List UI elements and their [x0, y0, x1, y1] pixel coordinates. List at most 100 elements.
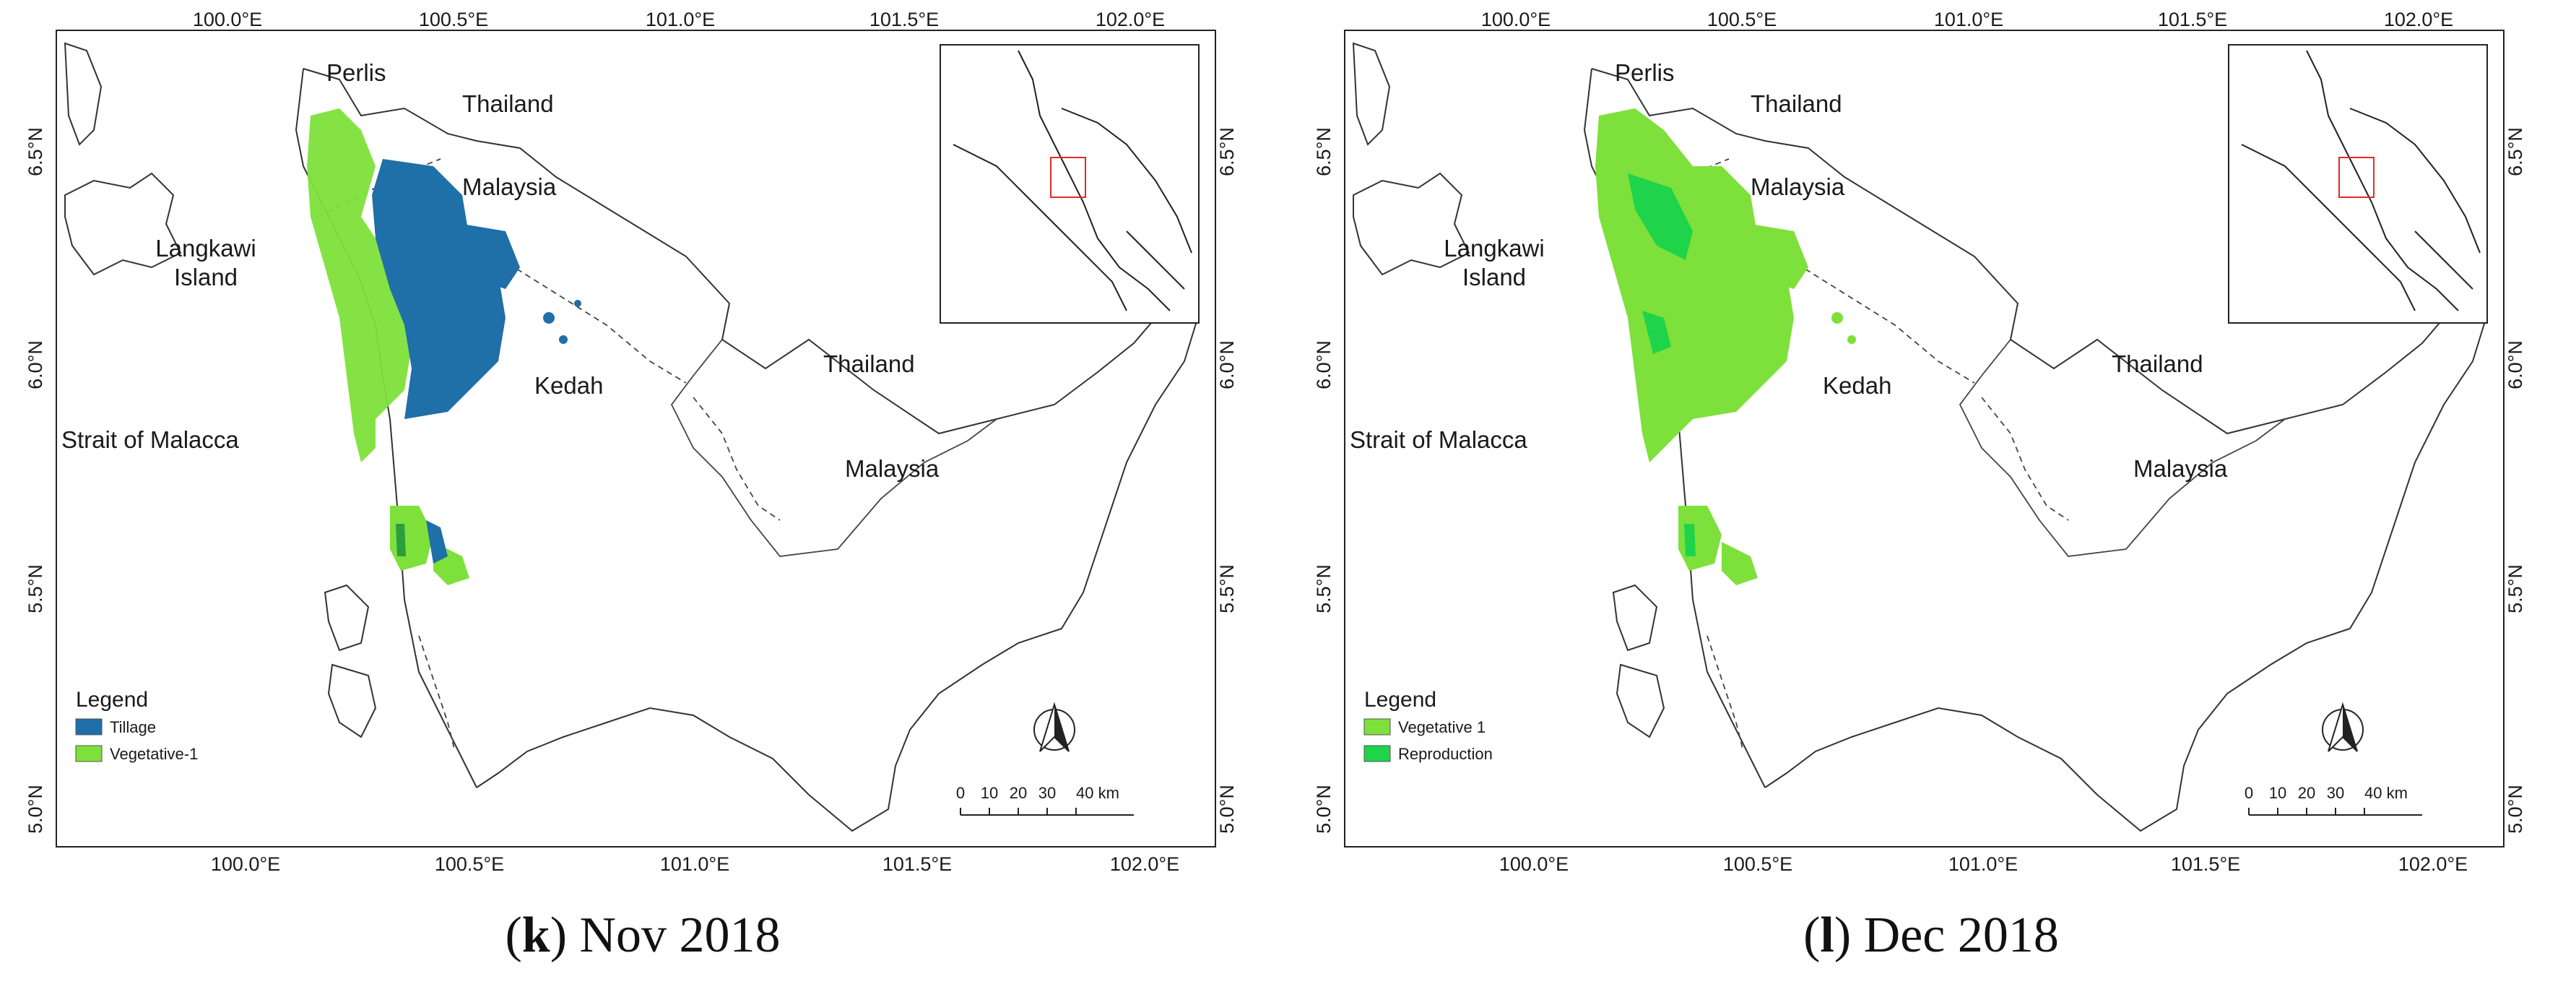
lat-tick-right: 5.5°N [1216, 564, 1238, 613]
scale-label: 40 km [2364, 784, 2408, 802]
lat-tick-right: 6.0°N [2505, 340, 2526, 389]
inset-locator-map [940, 44, 1200, 324]
lat-tick-right: 5.0°N [2505, 785, 2526, 834]
lon-tick-bottom: 101.5°E [2171, 853, 2240, 875]
scale-label: 20 [2298, 784, 2315, 802]
legend-label: Vegetative-1 [110, 745, 198, 763]
lat-tick-left: 5.0°N [1313, 785, 1335, 834]
islet [1352, 42, 1391, 146]
inset-extent-box [1050, 157, 1086, 198]
lon-tick-bottom: 102.0°E [1110, 853, 1179, 875]
lon-ticks-top: 100.0°E 100.5°E 101.0°E 101.5°E 102.0°E [1481, 9, 2453, 30]
islet [1612, 584, 1658, 652]
lat-tick-left: 5.0°N [25, 785, 46, 834]
map-canvas: 100.0°E 100.5°E 101.0°E 101.5°E 102.0°E … [25, 9, 1238, 875]
islet [324, 584, 370, 652]
lat-tick-left: 6.5°N [25, 127, 46, 176]
legend-label: Reproduction [1398, 745, 1493, 763]
legend-swatch-reproduction [1363, 745, 1391, 762]
class-area-reproduction [1628, 173, 1696, 556]
scale-label: 10 [981, 784, 998, 802]
lat-tick-left: 6.0°N [1313, 340, 1335, 389]
lon-tick-bottom: 100.0°E [211, 853, 280, 875]
label-thailand-east: Thailand [823, 350, 915, 377]
legend-swatch-vegetative [75, 745, 103, 762]
inset-extent-box [2338, 157, 2375, 198]
scale-label: 10 [2269, 784, 2286, 802]
caption-letter: l [1820, 907, 1834, 963]
label-strait: Strait of Malacca [61, 426, 239, 453]
scale-label: 0 [956, 784, 965, 802]
legend-title: Legend [1364, 688, 1436, 712]
panel-caption: (l) Dec 2018 [1803, 907, 2059, 963]
lon-tick-bottom: 100.0°E [1499, 853, 1569, 875]
label-perlis: Perlis [326, 59, 386, 86]
legend-title: Legend [76, 688, 148, 712]
label-malaysia-east: Malaysia [2133, 455, 2228, 482]
lon-tick-top: 102.0°E [2384, 9, 2453, 30]
border-thai [1959, 339, 2286, 557]
legend-label: Tillage [110, 718, 156, 736]
coastline [1591, 68, 2489, 832]
map-frame [1344, 30, 2505, 847]
lat-tick-left: 6.5°N [1313, 127, 1335, 176]
lat-ticks-left: 6.5°N 6.0°N 5.5°N 5.0°N [1313, 127, 1335, 834]
state-boundary [317, 158, 781, 752]
caption-text: ) Dec 2018 [1834, 907, 2059, 963]
scale-label: 0 [2245, 784, 2253, 802]
label-langkawi: Langkawi [155, 235, 256, 262]
lon-ticks-bottom: 100.0°E 100.5°E 101.0°E 101.5°E 102.0°E [211, 853, 1179, 875]
lat-ticks-left: 6.5°N 6.0°N 5.5°N 5.0°N [25, 127, 46, 834]
caption-letter: k [521, 907, 550, 963]
lat-tick-right: 5.0°N [1216, 785, 1238, 834]
lon-ticks-top: 100.0°E 100.5°E 101.0°E 101.5°E 102.0°E [193, 9, 1165, 30]
label-malaysia-north: Malaysia [1751, 173, 1845, 200]
lat-tick-right: 6.5°N [2505, 127, 2526, 176]
lon-tick-bottom: 102.0°E [2398, 853, 2468, 875]
label-strait: Strait of Malacca [1350, 426, 1527, 453]
lat-tick-left: 5.5°N [25, 564, 46, 613]
inset-locator-map [2228, 44, 2488, 324]
panel-caption: (k) Nov 2018 [505, 907, 781, 963]
caption-text: ) Nov 2018 [550, 907, 781, 963]
label-island: Island [1462, 264, 1526, 290]
lon-tick-top: 101.0°E [1934, 9, 2003, 30]
scale-bar: 0 10 20 30 40 km [2245, 784, 2422, 816]
lon-tick-top: 100.5°E [419, 9, 488, 30]
lon-tick-top: 100.0°E [1481, 9, 1551, 30]
lon-tick-bottom: 100.5°E [1723, 853, 1792, 875]
label-kedah: Kedah [534, 372, 603, 399]
lon-tick-top: 101.0°E [646, 9, 715, 30]
lat-tick-right: 6.5°N [1216, 127, 1238, 176]
islet [1616, 663, 1665, 738]
lon-tick-top: 100.0°E [193, 9, 262, 30]
map-frame [56, 30, 1216, 847]
label-thailand-north: Thailand [1751, 90, 1842, 117]
label-island: Island [174, 264, 238, 290]
lon-tick-top: 100.5°E [1707, 9, 1777, 30]
label-langkawi: Langkawi [1444, 235, 1544, 262]
border-thai [670, 339, 997, 557]
label-malaysia-east: Malaysia [845, 455, 940, 482]
scale-label: 30 [2327, 784, 2344, 802]
lat-tick-left: 5.5°N [1313, 564, 1335, 613]
scale-label: 20 [1010, 784, 1027, 802]
langkawi-island [1353, 172, 1470, 276]
scale-label: 30 [1038, 784, 1056, 802]
label-perlis: Perlis [1615, 59, 1675, 86]
label-kedah: Kedah [1823, 372, 1891, 399]
map-canvas: 100.0°E 100.5°E 101.0°E 101.5°E 102.0°E … [1313, 9, 2526, 875]
north-arrow-icon [2322, 702, 2364, 752]
map-panel-k: 100.0°E 100.5°E 101.0°E 101.5°E 102.0°E … [25, 9, 1238, 963]
class-area-tillage [372, 159, 581, 564]
lon-ticks-bottom: 100.0°E 100.5°E 101.0°E 101.5°E 102.0°E [1499, 853, 2468, 875]
lon-tick-top: 101.5°E [2158, 9, 2227, 30]
legend-swatch-tillage [75, 718, 103, 736]
map-panel-l: 100.0°E 100.5°E 101.0°E 101.5°E 102.0°E … [1288, 0, 2576, 992]
langkawi-island [64, 172, 182, 276]
lat-tick-right: 6.0°N [1216, 340, 1238, 389]
legend: Legend Tillage Vegetative-1 [75, 688, 198, 763]
lat-tick-left: 6.0°N [25, 340, 46, 389]
legend-label: Vegetative 1 [1398, 718, 1486, 736]
lon-tick-top: 101.5°E [869, 9, 939, 30]
